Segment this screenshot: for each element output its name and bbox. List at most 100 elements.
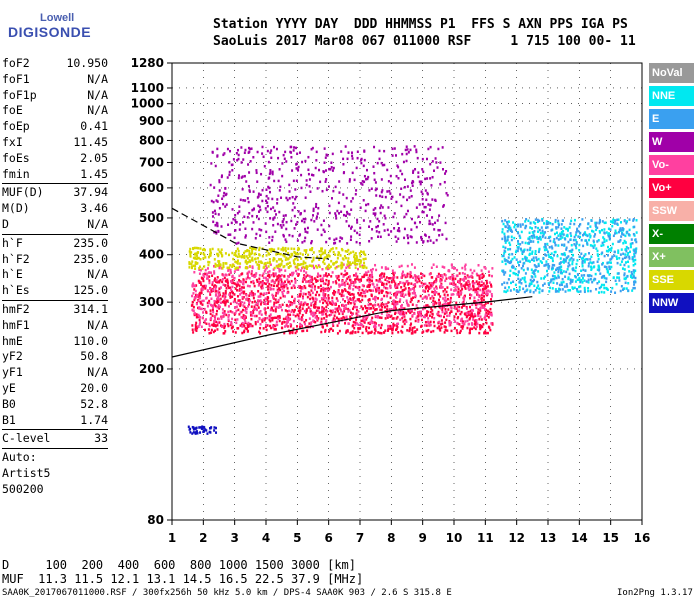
data-point	[507, 220, 510, 223]
data-point	[505, 220, 508, 224]
data-point	[605, 267, 608, 271]
data-point	[275, 147, 278, 151]
data-point	[277, 306, 280, 309]
data-point	[253, 275, 256, 279]
data-point	[337, 275, 340, 278]
data-point	[277, 287, 280, 290]
data-point	[357, 291, 360, 295]
data-point	[445, 303, 448, 306]
data-point	[428, 282, 431, 285]
data-point	[229, 286, 232, 290]
data-point	[258, 312, 261, 315]
data-point	[232, 158, 235, 161]
data-point	[253, 292, 256, 296]
data-point	[250, 293, 253, 297]
data-point	[207, 328, 210, 331]
data-point	[294, 314, 297, 318]
data-point	[194, 294, 197, 298]
data-point	[568, 226, 571, 229]
data-point	[370, 319, 373, 322]
data-point	[311, 260, 314, 263]
data-point	[401, 274, 404, 278]
data-point	[464, 287, 467, 290]
data-point	[349, 315, 352, 319]
data-point	[266, 204, 269, 208]
data-point	[276, 251, 279, 255]
data-point	[424, 314, 427, 317]
data-point	[297, 299, 300, 302]
data-point	[415, 241, 418, 244]
data-point	[235, 268, 238, 271]
data-point	[590, 219, 593, 222]
data-point	[333, 242, 336, 245]
data-point	[634, 248, 637, 251]
data-point	[477, 311, 480, 314]
data-point	[342, 193, 345, 196]
param-value: 1.45	[80, 166, 108, 181]
data-point	[351, 313, 354, 317]
data-point	[248, 249, 251, 253]
data-point	[466, 314, 469, 318]
data-point	[523, 278, 526, 282]
data-point	[259, 332, 262, 335]
data-point	[190, 304, 193, 307]
data-point	[407, 283, 410, 286]
footer-distance: D 100 200 400 600 800 1000 1500 3000 [km…	[2, 558, 357, 572]
data-point	[378, 277, 381, 281]
data-point	[345, 266, 348, 269]
data-point	[341, 265, 344, 269]
data-point	[445, 237, 448, 241]
data-point	[545, 220, 548, 223]
data-point	[272, 284, 275, 288]
data-point	[352, 305, 355, 309]
data-point	[271, 235, 274, 239]
data-point	[334, 253, 337, 256]
data-point	[260, 292, 263, 296]
data-point	[324, 282, 327, 286]
data-point	[265, 328, 268, 332]
data-point	[219, 251, 222, 254]
data-point	[395, 317, 398, 320]
data-point	[281, 287, 284, 290]
data-point	[199, 268, 202, 272]
data-point	[404, 319, 407, 322]
data-point	[316, 306, 319, 309]
data-point	[239, 311, 242, 314]
data-point	[232, 281, 235, 285]
data-point	[609, 228, 612, 231]
data-point	[319, 255, 322, 259]
data-point	[272, 274, 275, 278]
trace-w	[209, 145, 449, 245]
data-point	[325, 267, 328, 270]
data-point	[386, 305, 389, 308]
data-point	[463, 294, 466, 298]
data-point	[242, 280, 245, 284]
data-point	[461, 271, 464, 275]
data-point	[199, 431, 202, 434]
data-point	[427, 286, 430, 290]
data-point	[490, 302, 493, 306]
data-point	[325, 169, 328, 172]
data-point	[570, 234, 573, 238]
data-point	[353, 253, 356, 257]
data-point	[199, 247, 202, 250]
data-point	[455, 312, 458, 316]
data-point	[589, 289, 592, 293]
data-point	[221, 280, 224, 284]
data-point	[330, 309, 333, 313]
data-point	[632, 269, 635, 272]
data-point	[576, 278, 579, 282]
data-point	[241, 331, 244, 335]
data-point	[266, 201, 269, 204]
data-point	[438, 228, 441, 232]
data-point	[401, 270, 404, 274]
data-point	[409, 317, 412, 321]
data-point	[275, 253, 278, 256]
data-point	[334, 310, 337, 314]
data-point	[472, 285, 475, 288]
data-point	[229, 149, 232, 153]
data-point	[444, 310, 447, 314]
data-point	[624, 253, 627, 256]
trace-sse	[188, 246, 368, 271]
data-point	[236, 255, 239, 259]
